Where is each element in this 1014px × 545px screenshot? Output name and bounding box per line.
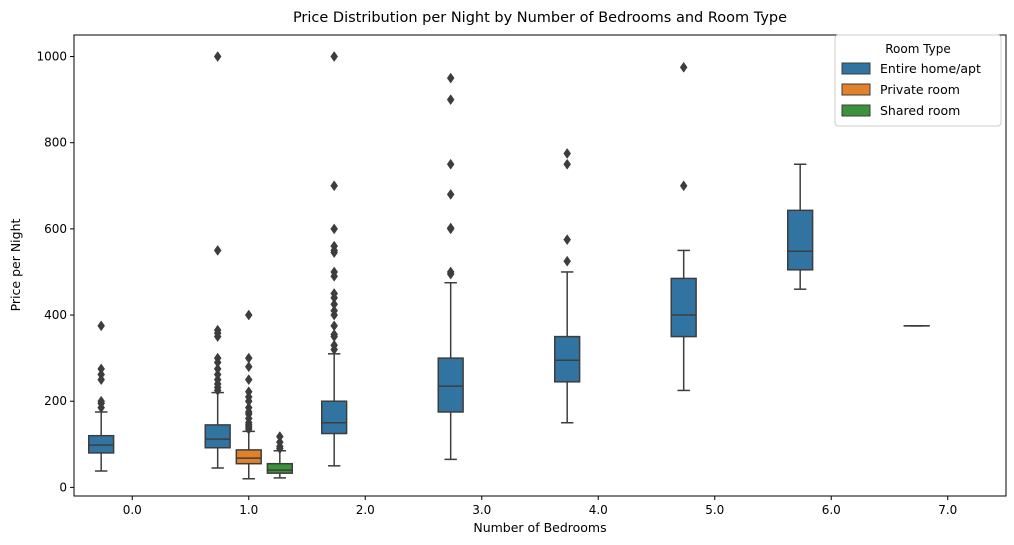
x-tick-label: 6.0	[822, 503, 841, 517]
outlier-point	[446, 188, 455, 200]
outlier-point	[679, 61, 688, 73]
x-tick-label: 4.0	[589, 503, 608, 517]
box-group	[321, 51, 348, 467]
y-tick-label: 800	[44, 136, 67, 150]
box	[437, 357, 464, 413]
outlier-point	[244, 386, 253, 398]
box	[554, 335, 581, 383]
plot-area	[88, 51, 930, 480]
outlier-point	[446, 94, 455, 106]
x-tick-label: 3.0	[472, 503, 491, 517]
x-tick-label: 7.0	[938, 503, 957, 517]
outlier-point	[446, 222, 455, 234]
outlier-point	[213, 352, 222, 364]
outlier-point	[563, 255, 571, 267]
outlier-point	[330, 180, 338, 192]
box-group	[554, 148, 581, 424]
outlier-point	[679, 180, 688, 192]
box-group	[787, 163, 814, 290]
box	[266, 462, 293, 474]
legend-label-private-room: Private room	[880, 82, 960, 97]
plot-frame	[73, 34, 1007, 497]
outlier-point	[330, 339, 338, 351]
chart-title: Price Distribution per Night by Number o…	[293, 10, 787, 26]
outlier-point	[97, 395, 105, 407]
y-tick-label: 600	[44, 222, 67, 236]
outlier-point	[244, 361, 253, 373]
legend-swatch-shared-room	[841, 104, 871, 117]
box-group	[266, 431, 293, 479]
outlier-point	[276, 431, 284, 442]
x-axis-label: Number of Bedrooms	[473, 520, 606, 535]
y-axis-label: Price per Night	[8, 219, 23, 312]
box	[321, 400, 348, 435]
x-tick-label: 2.0	[356, 503, 375, 517]
outlier-point	[276, 436, 284, 448]
legend-label-shared-room: Shared room	[880, 103, 960, 118]
legend-frame	[834, 34, 1002, 127]
outlier-point	[213, 51, 222, 62]
outlier-point	[244, 309, 253, 321]
outlier-point	[563, 158, 571, 170]
legend: Room Type Entire home/apt Private room S…	[834, 34, 1002, 127]
outlier-point	[330, 240, 338, 252]
box	[235, 449, 262, 465]
box	[670, 277, 697, 338]
box	[204, 424, 231, 449]
outlier-point	[244, 352, 253, 364]
y-tick-label: 200	[44, 394, 67, 408]
outlier-point	[330, 328, 338, 340]
y-tick-label: 400	[44, 308, 67, 322]
outlier-point	[97, 369, 105, 380]
outlier-point	[244, 402, 253, 414]
outlier-point	[330, 288, 338, 299]
outlier-point	[330, 298, 338, 310]
outlier-point	[563, 234, 571, 246]
outlier-point	[213, 363, 222, 375]
outlier-point	[244, 374, 253, 386]
outlier-point	[97, 363, 105, 375]
outlier-point	[330, 223, 338, 235]
legend-swatch-private-room	[841, 83, 871, 96]
x-tick-label: 0.0	[123, 503, 142, 517]
box	[88, 434, 115, 454]
x-tick-label: 5.0	[705, 503, 724, 517]
legend-label-entire-home: Entire home/apt	[880, 61, 981, 76]
outlier-point	[330, 305, 338, 317]
outlier-point	[97, 320, 105, 332]
y-tick-label: 0	[59, 480, 67, 494]
box-group	[670, 61, 697, 392]
outlier-point	[213, 244, 222, 256]
outlier-point	[563, 148, 571, 159]
outlier-point	[330, 320, 338, 332]
box-group	[88, 320, 115, 472]
outlier-point	[446, 158, 455, 170]
outlier-point	[446, 266, 455, 278]
outlier-point	[446, 72, 455, 84]
outlier-point	[330, 51, 338, 62]
y-tick-label: 1000	[36, 50, 67, 64]
outlier-point	[213, 324, 222, 336]
legend-swatch-entire-home	[841, 62, 871, 75]
box-group	[235, 309, 262, 480]
box-group	[437, 72, 464, 461]
outlier-point	[330, 266, 338, 278]
outlier-point	[213, 369, 222, 380]
box	[787, 209, 814, 271]
x-tick-label: 1.0	[239, 503, 258, 517]
box-group	[204, 51, 231, 469]
legend-title: Room Type	[885, 42, 951, 56]
